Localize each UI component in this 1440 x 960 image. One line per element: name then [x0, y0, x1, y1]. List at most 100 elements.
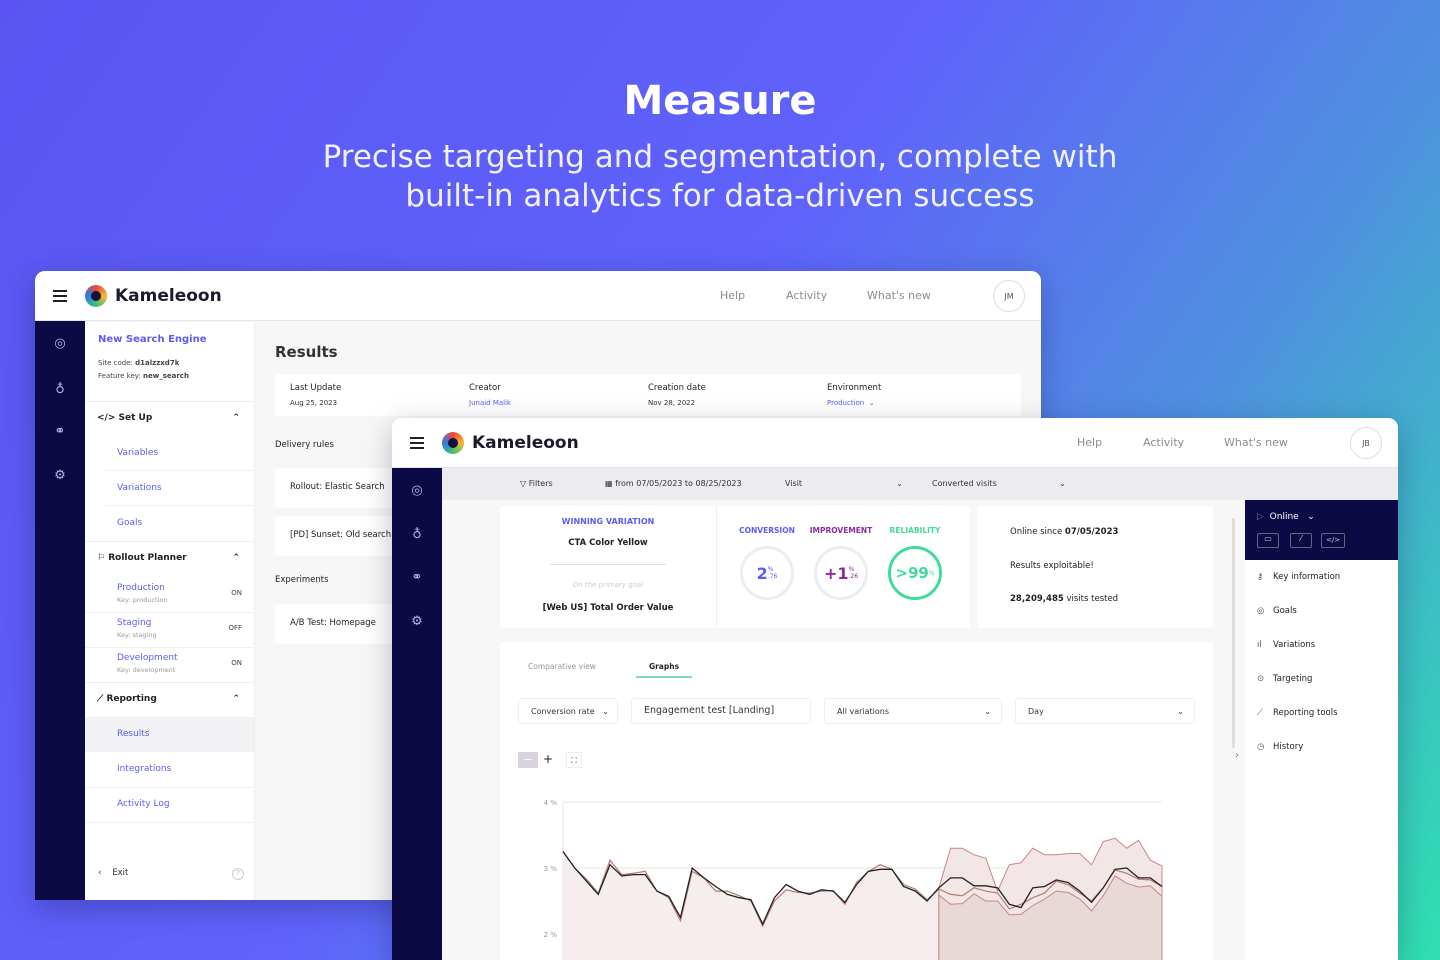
- project-name: New Search Engine: [98, 334, 207, 345]
- exploitable-status: Results exploitable!: [1010, 561, 1094, 571]
- video-icon[interactable]: ▭: [1257, 533, 1279, 548]
- env-staging[interactable]: Staging: [117, 618, 152, 628]
- panel-reporting-tools[interactable]: ⟋ Reporting tools: [1257, 708, 1338, 718]
- env-production[interactable]: Production: [117, 583, 165, 593]
- y-tick-label: 4 %: [544, 799, 558, 807]
- avatar[interactable]: JM: [993, 280, 1025, 312]
- env-state[interactable]: OFF: [228, 624, 242, 632]
- zoom-in-button[interactable]: +: [542, 752, 554, 766]
- kpi-value: >99: [895, 564, 929, 582]
- goal-dropdown[interactable]: Engagement test [Landing]: [631, 698, 811, 724]
- dashboard-icon[interactable]: ◎: [54, 336, 66, 351]
- setup-goals[interactable]: Goals: [117, 518, 143, 528]
- panel-targeting[interactable]: ⊙ Targeting: [1257, 674, 1313, 684]
- hero-title: Measure: [623, 78, 817, 124]
- active-item-bg: [85, 717, 254, 752]
- exit-button[interactable]: ‹ Exit: [98, 868, 129, 878]
- zoom-out-button[interactable]: −: [518, 752, 538, 768]
- kpi-label: IMPROVEMENT: [809, 526, 873, 535]
- crosshair-icon: ⊙: [1257, 674, 1265, 684]
- setup-variables[interactable]: Variables: [117, 448, 159, 458]
- panel-status-header: ▷ Online ⌄ ▭ ⁄ </>: [1245, 500, 1398, 560]
- fullscreen-icon[interactable]: ⛶: [566, 752, 582, 768]
- variations-dropdown[interactable]: All variations ⌄: [824, 698, 1002, 724]
- goal-name: [Web US] Total Order Value: [542, 603, 674, 613]
- summary-card: WINNING VARIATION CTA Color Yellow On th…: [500, 506, 970, 628]
- kpi-ring: +1% .26: [814, 546, 868, 600]
- status-select[interactable]: ▷ Online ⌄: [1257, 512, 1315, 522]
- help-icon[interactable]: ?: [232, 868, 244, 880]
- nav-help[interactable]: Help: [720, 289, 746, 302]
- code-icon[interactable]: </>: [1321, 533, 1345, 548]
- creator-link[interactable]: Junaid Malik: [469, 399, 512, 407]
- feature-flags-icon[interactable]: ⚭: [54, 424, 66, 439]
- brush-icon[interactable]: ⁄: [1290, 533, 1312, 548]
- top-bar: Kameleoon Help Activity What's new JB: [392, 418, 1398, 468]
- y-tick-label: 2 %: [544, 931, 558, 939]
- nav-help[interactable]: Help: [1077, 436, 1103, 449]
- metric-dropdown[interactable]: Conversion rate ⌄: [518, 698, 618, 724]
- setup-section[interactable]: </> Set Up ⌃: [85, 401, 254, 436]
- env-development[interactable]: Development: [117, 653, 178, 663]
- reporting-integrations[interactable]: Integrations: [117, 764, 172, 774]
- setup-variations[interactable]: Variations: [117, 483, 162, 493]
- experiments-heading: Experiments: [275, 575, 329, 585]
- top-bar: Kameleoon Help Activity What's new JM: [35, 271, 1041, 321]
- kpi-decimal: .76: [767, 573, 778, 580]
- env-state[interactable]: ON: [231, 659, 242, 667]
- info-label: Creation date: [648, 383, 706, 393]
- tab-graphs[interactable]: Graphs: [636, 662, 692, 678]
- feature-flags-icon[interactable]: ⚭: [411, 570, 423, 585]
- scrollbar[interactable]: [1232, 518, 1235, 748]
- rollout-section[interactable]: ⚐ Rollout Planner ⌃: [85, 541, 254, 576]
- lightbulb-icon[interactable]: ♁: [412, 527, 422, 542]
- kpi-value: +1: [823, 563, 849, 583]
- date-range-picker[interactable]: ▦ from 07/05/2023 to 08/25/2023: [605, 479, 742, 488]
- nav-activity[interactable]: Activity: [1143, 436, 1185, 449]
- environment-select[interactable]: Production ⌄: [827, 399, 875, 407]
- online-since: Online since 07/05/2023: [1010, 527, 1119, 537]
- confidence-lower-area: [938, 875, 1163, 960]
- expand-panel-icon[interactable]: ›: [1235, 750, 1239, 761]
- tab-comparative-view[interactable]: Comparative view: [528, 662, 596, 671]
- page-title: Results: [275, 343, 338, 361]
- panel-key-information[interactable]: ⚷ Key information: [1257, 572, 1341, 582]
- menu-icon[interactable]: [53, 287, 67, 305]
- env-state[interactable]: ON: [231, 589, 242, 597]
- avatar[interactable]: JB: [1350, 427, 1382, 459]
- reporting-section[interactable]: ⟋ Reporting ⌃: [85, 682, 254, 717]
- menu-icon[interactable]: [410, 434, 424, 452]
- key-icon: ⚷: [1257, 572, 1264, 582]
- kpi-unit: %: [848, 566, 855, 573]
- status-card: Online since 07/05/2023 Results exploita…: [977, 506, 1213, 628]
- gear-icon[interactable]: ⚙: [411, 614, 423, 629]
- variation-line: [562, 851, 1163, 926]
- winning-title: WINNING VARIATION: [561, 517, 655, 526]
- kpi-ring: 2% .76: [740, 546, 794, 600]
- info-label: Creator: [469, 383, 501, 393]
- project-sidebar: New Search Engine Site code: d1alzzxd7k …: [85, 322, 255, 900]
- reporting-results[interactable]: Results: [117, 729, 150, 739]
- kpi-label: RELIABILITY: [889, 526, 941, 535]
- brand-name: Kameleoon: [115, 285, 222, 306]
- dashboard-icon[interactable]: ◎: [411, 483, 423, 498]
- nav-activity[interactable]: Activity: [786, 289, 828, 302]
- granularity-dropdown[interactable]: Day ⌄: [1015, 698, 1195, 724]
- nav-whats-new[interactable]: What's new: [867, 289, 931, 302]
- bars-icon: ıl: [1257, 640, 1262, 650]
- icon-nav: ◎ ♁ ⚭ ⚙: [392, 468, 442, 960]
- visit-select[interactable]: Visit ⌄: [785, 479, 903, 488]
- panel-history[interactable]: ◷ History: [1257, 742, 1304, 752]
- lightbulb-icon[interactable]: ♁: [55, 382, 65, 397]
- graph-card: Comparative view Graphs Conversion rate ⌄…: [500, 642, 1213, 960]
- panel-variations[interactable]: ıl Variations: [1257, 640, 1316, 650]
- front-window: Kameleoon Help Activity What's new JB ◎ …: [392, 418, 1398, 960]
- metric-select[interactable]: Converted visits ⌄: [932, 479, 1066, 488]
- reporting-activity-log[interactable]: Activity Log: [117, 799, 170, 809]
- filters-button[interactable]: ▽ Filters: [520, 479, 553, 488]
- panel-goals[interactable]: ◎ Goals: [1257, 606, 1297, 616]
- nav-whats-new[interactable]: What's new: [1224, 436, 1288, 449]
- kpi-unit: %: [767, 566, 774, 573]
- hero-subtitle: Precise targeting and segmentation, comp…: [322, 139, 1118, 214]
- gear-icon[interactable]: ⚙: [54, 468, 66, 483]
